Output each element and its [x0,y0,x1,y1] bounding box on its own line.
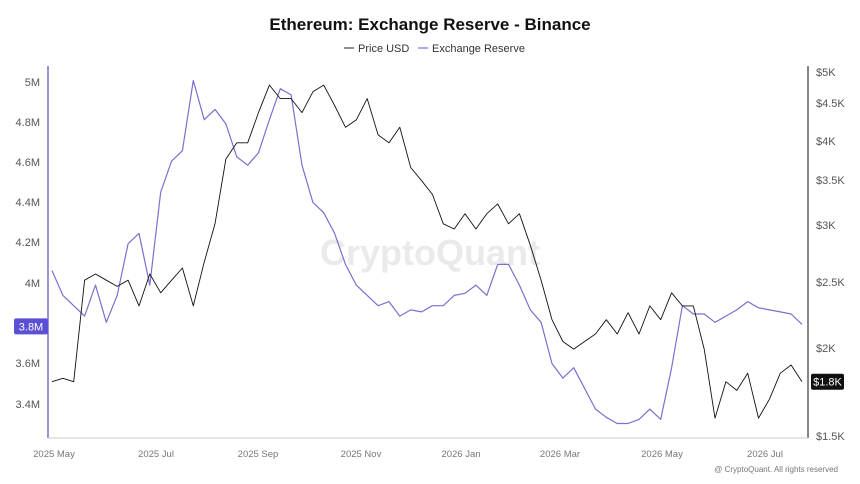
right-tick: $1.5K [816,431,845,443]
x-tick: 2025 Sep [238,449,279,460]
legend-label-price[interactable]: Price USD [358,43,409,55]
copyright-text: @ CryptoQuant. All rights reserved [714,465,838,474]
left-tick: 4.4M [16,197,40,209]
right-tick: $3.5K [816,175,845,187]
legend: Price USD Exchange Reserve [344,43,525,55]
current-reserve-label: 3.8M [19,321,43,333]
right-tick: $4K [816,136,836,148]
chart-title: Ethereum: Exchange Reserve - Binance [269,15,590,34]
x-axis-ticks: 2025 May 2025 Jul 2025 Sep 2025 Nov 2026… [33,449,783,460]
x-tick: 2025 Nov [341,449,382,460]
current-reserve-badge-bg [14,318,48,335]
current-price-badge-bg [811,373,844,390]
left-tick: 4.2M [16,237,40,249]
x-tick: 2026 Jul [747,449,783,460]
left-tick: 3.4M [16,399,40,411]
right-tick: $5K [816,67,836,79]
current-price-badge: $1.8K [811,373,844,390]
right-tick: $2K [816,343,836,355]
right-tick: $4.5K [816,98,845,110]
right-tick: $3K [816,220,836,232]
left-tick: 4.8M [16,117,40,129]
x-tick: 2025 May [33,449,75,460]
left-tick: 5M [25,77,40,89]
left-tick: 4M [25,278,40,290]
left-tick: 4.6M [16,157,40,169]
legend-label-reserve[interactable]: Exchange Reserve [432,43,525,55]
left-tick: 3.6M [16,358,40,370]
watermark: CryptoQuant [320,232,540,273]
right-tick: $2.5K [816,277,845,289]
x-tick: 2025 Jul [138,449,174,460]
series-line-price-usd[interactable] [51,84,803,419]
left-axis-ticks: 5M 4.8M 4.6M 4.4M 4.2M 4M 3.6M 3.4M [16,77,40,411]
right-axis-ticks: $5K $4.5K $4K $3.5K $3K $2.5K $2K $1.5K [816,67,845,443]
x-tick: 2026 Mar [540,449,580,460]
x-tick: 2026 Jan [441,449,480,460]
current-reserve-badge: 3.8M [14,318,48,335]
current-price-label: $1.8K [813,377,842,389]
x-tick: 2026 May [641,449,683,460]
series-line-exchange-reserve[interactable] [51,79,803,425]
